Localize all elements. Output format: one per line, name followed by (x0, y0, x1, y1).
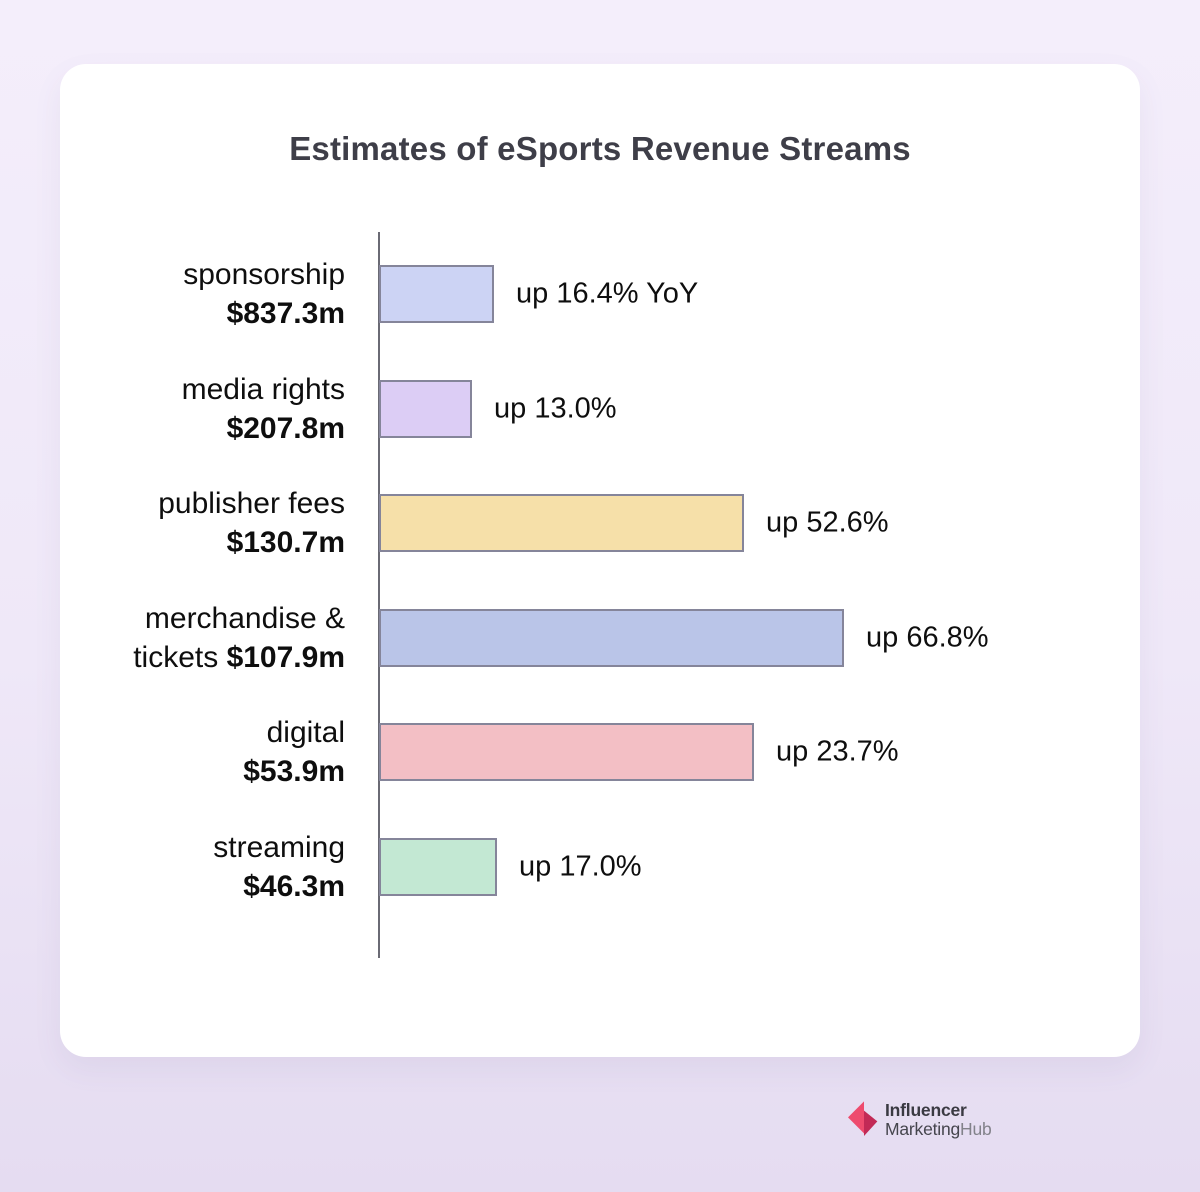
category-value: $53.9m (243, 755, 345, 788)
bar-streaming (379, 838, 497, 896)
category-name: sponsorship (183, 258, 345, 291)
bar-annotation: up 52.6% (766, 506, 889, 539)
bar-annotation: up 23.7% (776, 735, 899, 768)
logo-line2: MarketingHub (885, 1120, 992, 1139)
bar-row-sponsorship: sponsorship $837.3m up 16.4% YoY (60, 258, 1140, 330)
category-name: merchandise & (144, 602, 345, 635)
bar-sponsorship (379, 265, 494, 323)
category-value: $207.8m (226, 412, 345, 445)
bar-merchandise-tickets (379, 609, 844, 667)
category-name: streaming (213, 831, 345, 864)
logo-diamond-arrow-icon (848, 1101, 878, 1136)
bar-media-rights (379, 380, 472, 438)
category-label: publisher fees $130.7m (60, 484, 345, 562)
category-value: $107.9m (226, 641, 345, 674)
category-value: $130.7m (226, 526, 345, 559)
category-label: media rights $207.8m (60, 370, 345, 448)
logo-line1: Influencer (885, 1100, 967, 1120)
chart-baseline-axis (378, 232, 380, 958)
category-label: digital $53.9m (60, 713, 345, 791)
bar-row-media-rights: media rights $207.8m up 13.0% (60, 373, 1140, 445)
category-name: publisher fees (158, 487, 345, 520)
logo-marketing: Marketing (885, 1119, 961, 1139)
chart-card: Estimates of eSports Revenue Streams spo… (60, 64, 1140, 1057)
category-name: digital (266, 716, 345, 749)
logo-text: Influencer MarketingHub (885, 1101, 992, 1139)
bar-annotation: up 17.0% (519, 850, 642, 883)
logo-hub: Hub (960, 1119, 992, 1139)
category-label: sponsorship $837.3m (60, 255, 345, 333)
bar-publisher-fees (379, 494, 744, 552)
bar-row-streaming: streaming $46.3m up 17.0% (60, 831, 1140, 903)
bar-row-merchandise-tickets: merchandise & tickets $107.9m up 66.8% (60, 602, 1140, 674)
bar-annotation: up 13.0% (494, 392, 617, 425)
category-label: merchandise & tickets $107.9m (60, 599, 345, 677)
bar-row-publisher-fees: publisher fees $130.7m up 52.6% (60, 487, 1140, 559)
bar-row-digital: digital $53.9m up 23.7% (60, 716, 1140, 788)
influencer-marketinghub-logo: Influencer MarketingHub (848, 1101, 992, 1139)
chart-title: Estimates of eSports Revenue Streams (289, 130, 911, 167)
category-value: $837.3m (226, 297, 345, 330)
category-label: streaming $46.3m (60, 828, 345, 906)
category-name: media rights (181, 373, 345, 406)
bar-annotation: up 66.8% (866, 621, 989, 654)
bar-digital (379, 723, 754, 781)
category-value: $46.3m (243, 870, 345, 903)
category-prefix: tickets (133, 641, 227, 674)
bar-annotation: up 16.4% YoY (516, 277, 699, 310)
